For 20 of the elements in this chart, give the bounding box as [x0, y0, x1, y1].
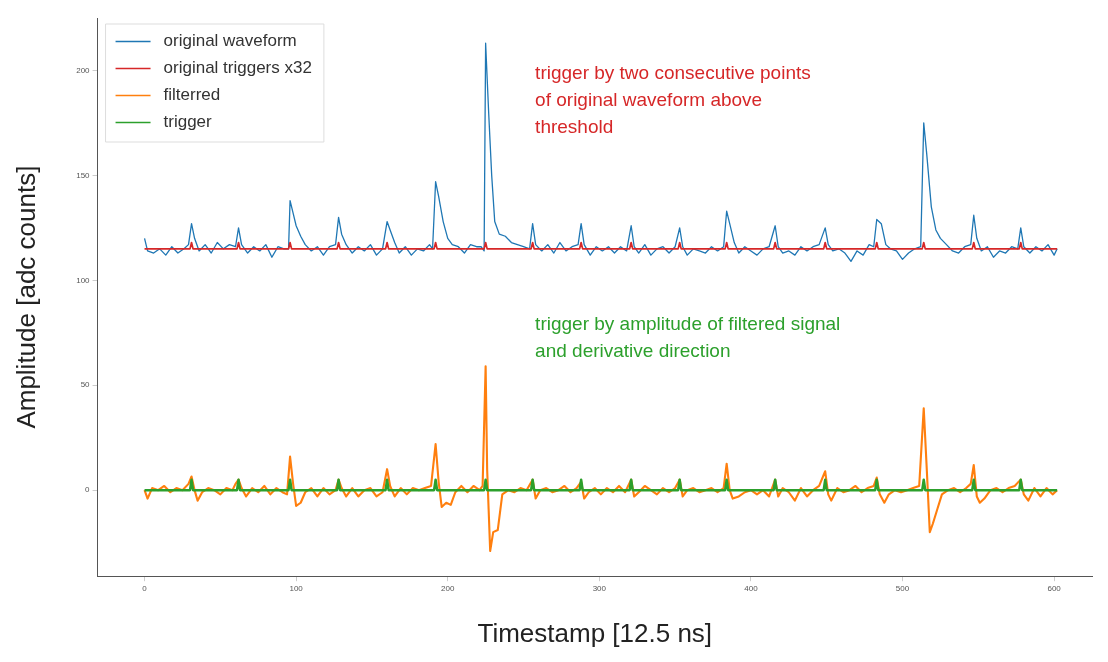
y-tick-label: 150	[76, 170, 91, 180]
x-tick-label: 600	[1047, 584, 1062, 594]
x-tick-label: 300	[592, 584, 607, 594]
y-tick-label: 100	[76, 275, 91, 285]
x-tick-label: 400	[744, 584, 759, 594]
legend-label: filterred	[163, 85, 221, 105]
annotation: trigger by two consecutive points of original waveform above threshold	[535, 62, 811, 138]
x-tick-label: 500	[895, 584, 910, 594]
x-tick-label: 100	[289, 584, 304, 594]
x-tick-label: 0	[142, 584, 148, 594]
legend-label: trigger	[163, 112, 213, 132]
y-tick-label: 50	[80, 380, 91, 390]
x-axis-title: Timestamp [12.5 ns]	[477, 617, 713, 648]
y-tick-label: 0	[85, 485, 91, 495]
x-tick-label: 200	[441, 584, 455, 594]
annotation: trigger by amplitude of filtered signal and derivative direction	[535, 313, 841, 362]
y-tick-label: 200	[76, 65, 91, 75]
y-axis-title: Amplitude [adc counts]	[10, 165, 41, 429]
legend-label: original triggers x32	[163, 58, 312, 78]
legend-label: original waveform	[163, 31, 297, 51]
